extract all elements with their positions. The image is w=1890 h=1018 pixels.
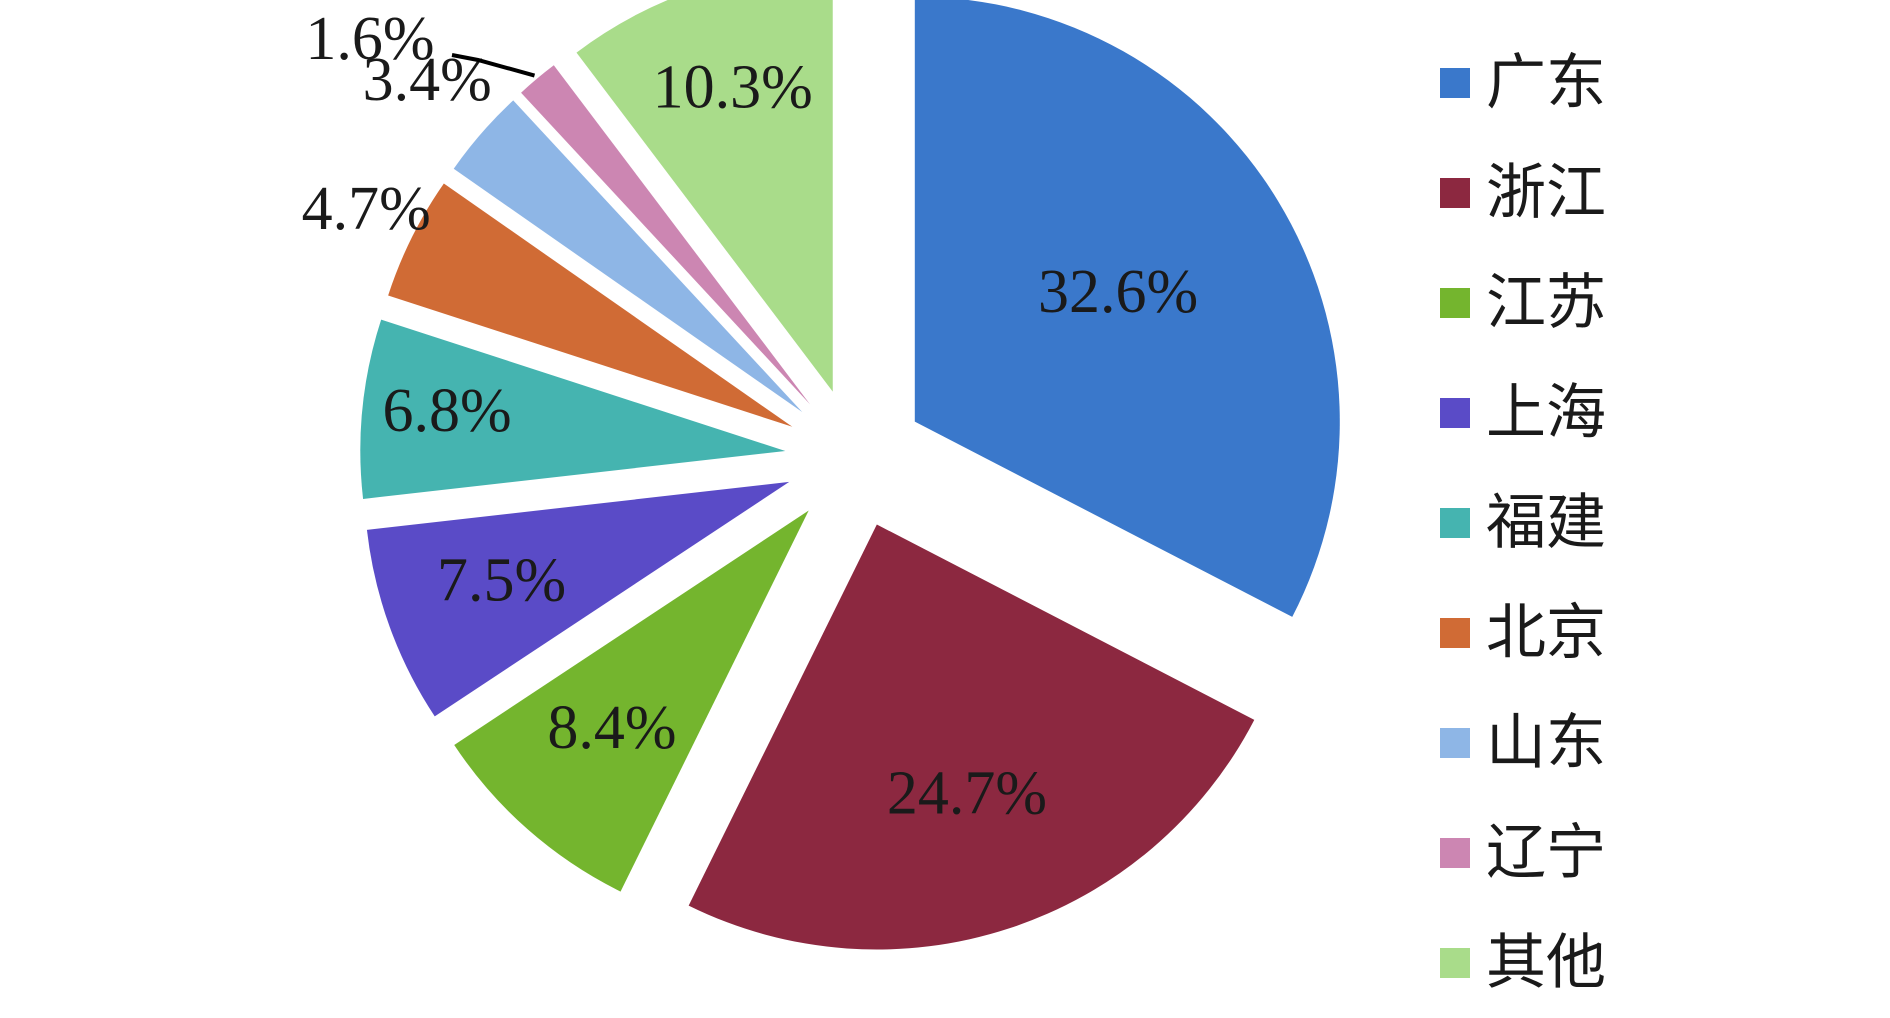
legend-item-6: 山东 [1440,688,1860,798]
legend-swatch-2 [1440,288,1470,318]
pie-slice-1 [688,524,1255,950]
pie-slice-8 [576,0,833,392]
pie-slice-4 [360,319,786,499]
legend-swatch-8 [1440,948,1470,978]
data-label-7: 1.6% [305,5,434,73]
pie-slice-7 [521,65,811,405]
legend-item-5: 北京 [1440,578,1860,688]
pie-slice-6 [453,100,803,413]
legend-label-8: 其他 [1486,928,1606,998]
pie-slice-0 [914,0,1340,617]
legend-item-8: 其他 [1440,908,1860,1018]
data-label-1: 24.7% [887,759,1047,827]
legend-label-2: 江苏 [1486,268,1606,338]
legend-label-3: 上海 [1486,378,1606,448]
legend-swatch-5 [1440,618,1470,648]
data-label-8: 10.3% [653,54,813,122]
legend-swatch-6 [1440,728,1470,758]
legend-label-7: 辽宁 [1486,818,1606,888]
data-label-3: 7.5% [437,547,566,615]
data-label-2: 8.4% [547,694,676,762]
legend-item-7: 辽宁 [1440,798,1860,908]
legend-swatch-3 [1440,398,1470,428]
data-label-0: 32.6% [1038,258,1198,326]
data-label-4: 6.8% [382,377,511,445]
legend-label-4: 福建 [1486,488,1606,558]
legend-item-3: 上海 [1440,358,1860,468]
legend-swatch-0 [1440,68,1470,98]
legend-item-0: 广东 [1440,28,1860,138]
legend: 广东 浙江 江苏 上海 福建 北京 山东 辽宁 [1440,28,1860,1018]
leader-line-7 [451,53,536,78]
legend-label-1: 浙江 [1486,158,1606,228]
pie-slice-2 [454,510,809,892]
data-label-5: 4.7% [302,175,431,243]
legend-swatch-4 [1440,508,1470,538]
legend-label-6: 山东 [1486,708,1606,778]
legend-label-5: 北京 [1486,598,1606,668]
pie-slice-5 [388,183,793,427]
pie-slice-3 [366,481,790,717]
legend-item-2: 江苏 [1440,248,1860,358]
legend-item-1: 浙江 [1440,138,1860,248]
legend-swatch-7 [1440,838,1470,868]
legend-swatch-1 [1440,178,1470,208]
legend-label-0: 广东 [1486,48,1606,118]
legend-item-4: 福建 [1440,468,1860,578]
